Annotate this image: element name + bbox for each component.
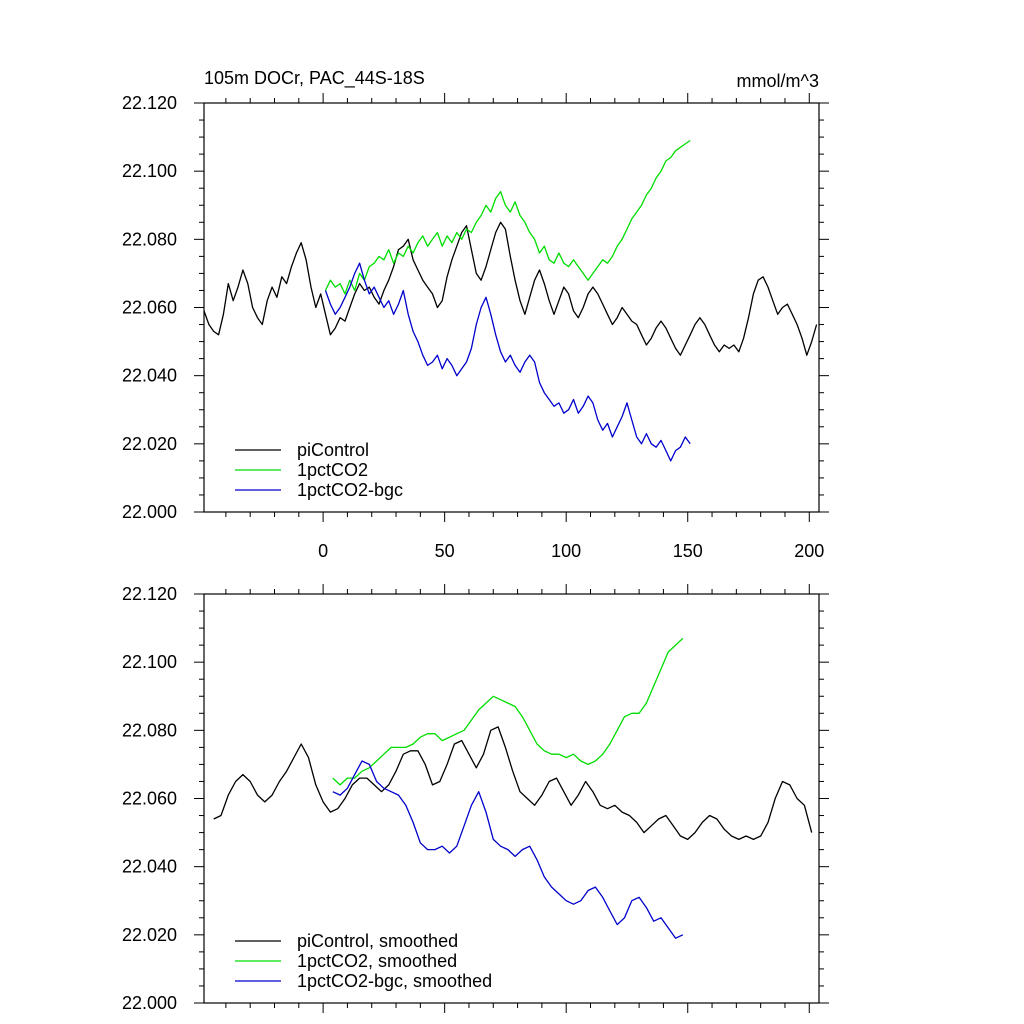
legend-label: 1pctCO2, smoothed (297, 951, 457, 971)
series-line-1pctco2-smoothed (332, 637, 684, 786)
bottom-ticks: 22.000 22.020 22.040 22.060 22.080 22.100 22.1… (122, 584, 829, 1013)
y-tick-label: 22.060 (122, 789, 177, 809)
legend-label: piControl (297, 440, 369, 460)
legend-label: 1pctCO2-bgc (297, 480, 403, 500)
y-tick-label: 22.080 (122, 720, 177, 740)
top-units-label: mmol/m^3 (737, 71, 819, 91)
x-tick-label: 50 (435, 541, 455, 561)
series-line-picontrol-smoothed (213, 726, 813, 841)
top-series (203, 139, 818, 462)
bottom-series (213, 637, 813, 939)
y-tick-label: 22.080 (122, 229, 177, 249)
y-tick-label: 22.060 (122, 298, 177, 318)
series-line-1pctco2-bgc-smoothed (332, 760, 684, 939)
y-tick-label: 22.020 (122, 434, 177, 454)
y-tick-label: 22.040 (122, 366, 177, 386)
y-tick-label: 22.000 (122, 502, 177, 522)
top-ticks: 22.000 22.020 22.040 22.060 22.080 22.100 22.1… (122, 93, 829, 561)
x-tick-label: 0 (318, 541, 328, 561)
y-tick-label: 22.100 (122, 161, 177, 181)
legend-label: 1pctCO2-bgc, smoothed (297, 971, 492, 991)
x-tick-label: 150 (673, 541, 703, 561)
x-tick-label: 200 (794, 541, 824, 561)
y-tick-label: 22.000 (122, 993, 177, 1013)
bottom-panel: 22.000 22.020 22.040 22.060 22.080 22.100 22.1… (122, 584, 829, 1013)
y-tick-label: 22.120 (122, 93, 177, 113)
y-tick-label: 22.100 (122, 652, 177, 672)
y-tick-label: 22.120 (122, 584, 177, 604)
y-tick-label: 22.040 (122, 857, 177, 877)
top-chart-title: 105m DOCr, PAC_44S-18S (204, 68, 425, 89)
legend-label: 1pctCO2 (297, 460, 368, 480)
top-panel: 105m DOCr, PAC_44S-18S mmol/m^3 22.00022… (122, 68, 829, 561)
legend-label: piControl, smoothed (297, 931, 458, 951)
series-line-picontrol (203, 221, 818, 356)
x-tick-label: 100 (551, 541, 581, 561)
series-line-1pctco2 (324, 139, 691, 295)
series-line-1pctco2-bgc (324, 262, 691, 462)
y-tick-label: 22.020 (122, 925, 177, 945)
